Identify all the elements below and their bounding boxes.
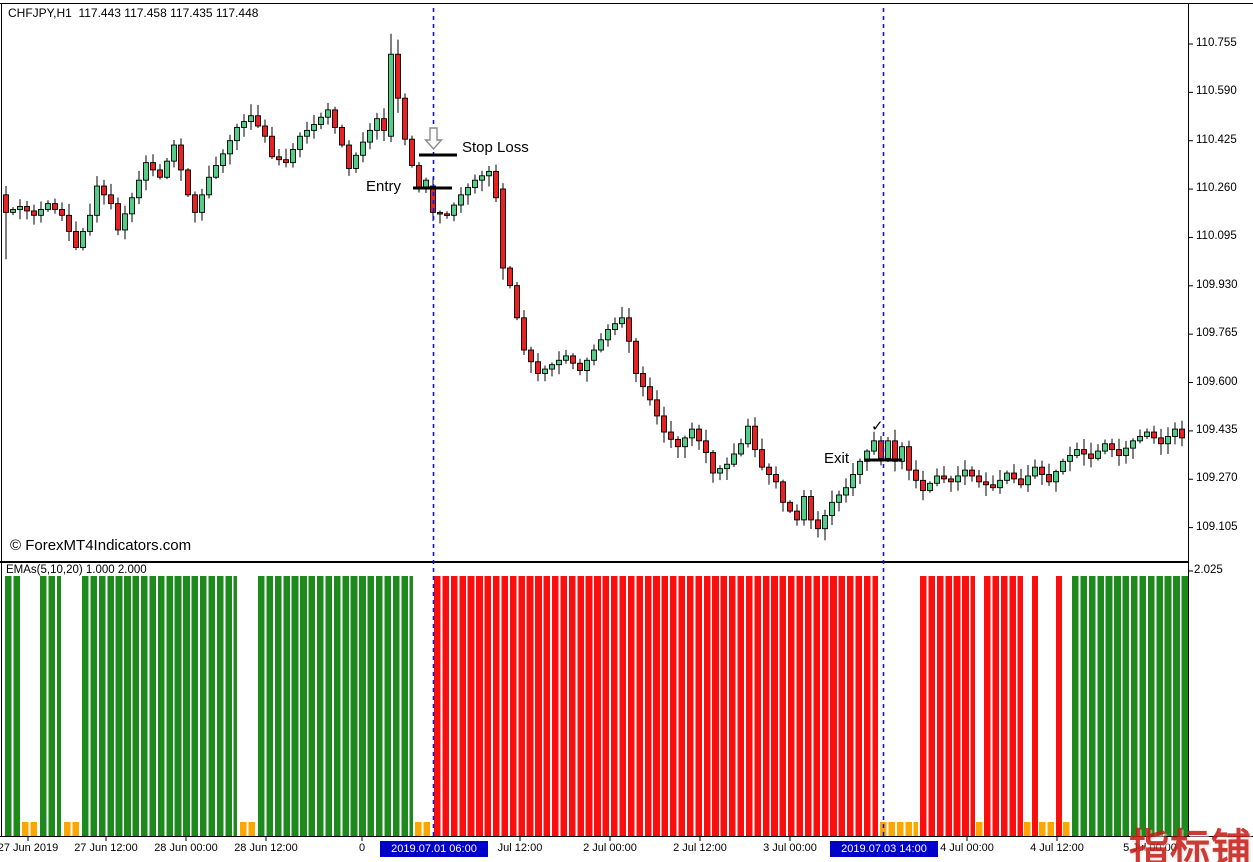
site-watermark: 指标铺 <box>1129 827 1252 862</box>
chart-border-top <box>0 3 1253 4</box>
copyright-watermark: © ForexMT4Indicators.com <box>10 537 192 554</box>
time-axis-label: Jul 12:00 <box>497 842 543 854</box>
price-axis-label: 110.590 <box>1196 85 1237 98</box>
chart-border-left <box>1 3 2 837</box>
time-axis-label: 28 Jun 00:00 <box>154 842 218 854</box>
price-axis-label: 109.105 <box>1196 520 1238 533</box>
price-axis-separator <box>1188 3 1189 837</box>
price-axis-label: 110.425 <box>1196 133 1237 146</box>
price-axis-label: 110.260 <box>1196 182 1237 195</box>
time-axis-label: 0 <box>358 842 366 854</box>
time-axis-label: 2 Jul 12:00 <box>673 842 727 854</box>
exit-check-icon: ✓ <box>871 418 884 435</box>
indicator-label: EMAs(5,10,20) 1.000 2.000 <box>6 564 147 576</box>
time-axis-label: 5 Jul 00:00 <box>1123 842 1177 854</box>
time-axis-highlight: 2019.07.03 14:00 <box>830 841 938 857</box>
chart-title: CHFJPY,H1 117.443 117.458 117.435 117.44… <box>8 6 259 20</box>
time-axis-label: 4 Jul 12:00 <box>1030 842 1084 854</box>
time-axis-label: 4 Jul 00:00 <box>940 842 994 854</box>
time-axis-highlight: 2019.07.01 06:00 <box>380 841 488 857</box>
price-axis-label: 109.270 <box>1196 472 1238 485</box>
stop-loss-label: Stop Loss <box>462 139 529 156</box>
price-axis-label: 109.930 <box>1196 278 1238 291</box>
time-axis-label: 3 Jul 00:00 <box>763 842 817 854</box>
panel-separator <box>0 561 1189 563</box>
time-axis-label: 28 Jun 12:00 <box>234 842 298 854</box>
indicator-scale-value: 2.025 <box>1194 564 1223 576</box>
price-axis-label: 110.755 <box>1196 37 1237 49</box>
time-axis-label: 2 Jul 00:00 <box>583 842 637 854</box>
time-axis-label: 27 Jun 12:00 <box>74 842 138 854</box>
chart-border-bottom <box>0 836 1253 837</box>
price-axis-label: 109.765 <box>1196 327 1238 340</box>
price-axis-label: 110.095 <box>1196 230 1237 243</box>
price-axis-label: 109.600 <box>1196 375 1238 388</box>
exit-label: Exit <box>824 450 850 467</box>
entry-label: Entry <box>366 178 402 195</box>
time-axis-label: 27 Jun 2019 <box>0 842 59 854</box>
price-axis-label: 109.435 <box>1196 423 1238 436</box>
